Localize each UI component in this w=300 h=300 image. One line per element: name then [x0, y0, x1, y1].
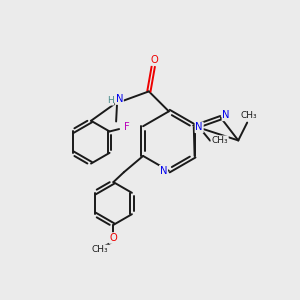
Text: CH₃: CH₃: [92, 245, 108, 254]
Text: N: N: [116, 94, 123, 104]
Text: CH₃: CH₃: [211, 136, 228, 145]
Text: N: N: [160, 166, 167, 176]
Text: F: F: [124, 122, 130, 132]
Text: O: O: [110, 233, 117, 243]
Text: O: O: [151, 55, 159, 65]
Text: H: H: [107, 96, 114, 105]
Text: CH₃: CH₃: [240, 111, 257, 120]
Text: N: N: [222, 110, 230, 120]
Text: N: N: [195, 122, 203, 132]
